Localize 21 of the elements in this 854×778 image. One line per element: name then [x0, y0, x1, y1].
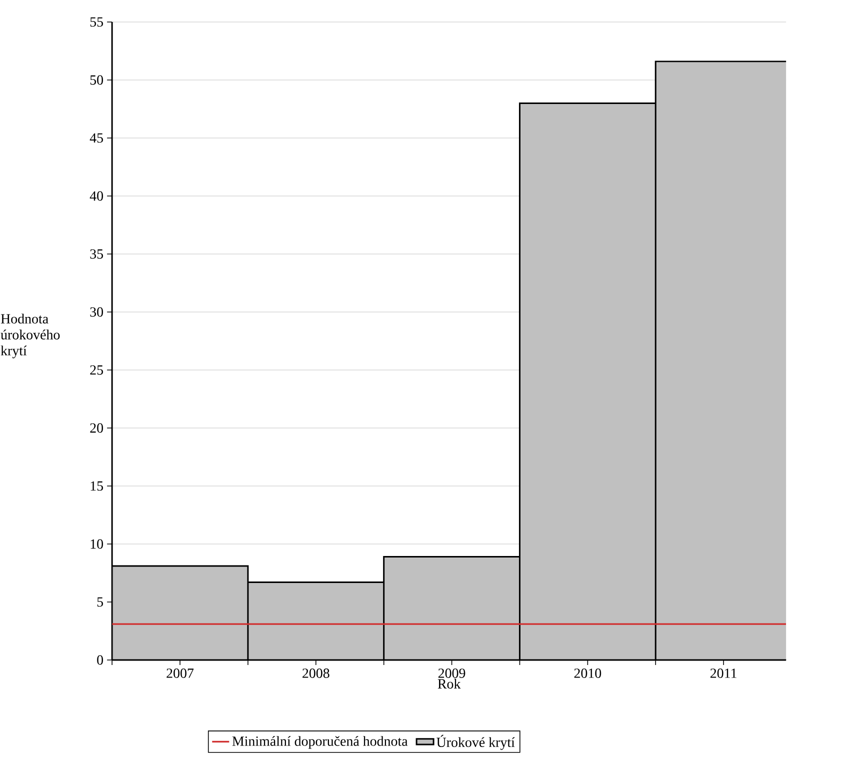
y-tick-label: 25	[90, 365, 103, 375]
y-tick-label: 20	[90, 423, 103, 433]
y-tick-label: 10	[90, 539, 103, 549]
x-tick-label: 2008	[302, 668, 330, 678]
y-tick-label: 0	[97, 655, 103, 665]
y-tick-label: 40	[90, 191, 103, 201]
y-tick-label: 35	[90, 249, 103, 259]
y-tick-label: 45	[90, 133, 103, 143]
legend-label: Minimální doporučená hodnota	[232, 736, 408, 749]
x-tick-label: 2010	[574, 668, 602, 678]
legend-label: Úrokové krytí	[436, 734, 515, 750]
y-tick-label: 55	[90, 17, 103, 27]
y-tick-label: 50	[90, 75, 103, 85]
y-axis-title: Hodnota úrokového krytí	[0, 314, 60, 358]
y-tick-label: 30	[90, 307, 103, 317]
x-tick-label: 2011	[710, 668, 736, 678]
x-axis-title: Rok	[438, 678, 461, 689]
x-tick-label: 2009	[438, 668, 466, 678]
x-tick-label: 2007	[166, 668, 194, 678]
y-tick-label: 15	[90, 481, 103, 491]
y-tick-label: 5	[97, 597, 103, 607]
